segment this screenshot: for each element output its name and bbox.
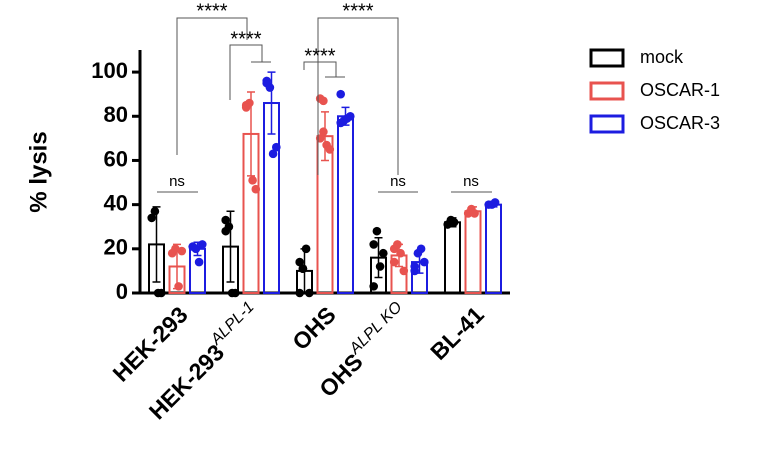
data-point bbox=[268, 149, 278, 159]
x-tick-label: OHS bbox=[287, 301, 341, 355]
error-bar bbox=[374, 237, 383, 279]
legend-label: OSCAR-1 bbox=[640, 80, 720, 100]
data-point bbox=[410, 266, 420, 276]
y-tick-label: 60 bbox=[104, 146, 128, 171]
data-point bbox=[319, 96, 328, 106]
data-point bbox=[298, 264, 308, 274]
significance-bracket bbox=[317, 17, 399, 175]
data-point bbox=[198, 240, 207, 249]
data-point bbox=[336, 118, 346, 128]
significance-label: ns bbox=[390, 173, 406, 190]
data-point bbox=[177, 246, 187, 256]
significance-bracket bbox=[303, 61, 345, 78]
bar bbox=[464, 210, 482, 295]
significance-bracket bbox=[176, 17, 248, 155]
legend-swatch bbox=[589, 48, 625, 68]
data-point bbox=[319, 127, 328, 137]
data-point bbox=[399, 266, 409, 276]
y-tick-label: 80 bbox=[104, 102, 128, 127]
data-point bbox=[393, 240, 402, 249]
data-point bbox=[420, 257, 429, 267]
x-tick-label: BL-41 bbox=[425, 301, 489, 365]
significance-label: ns bbox=[169, 173, 185, 190]
data-point bbox=[174, 282, 183, 291]
significance-label: **** bbox=[196, 0, 227, 22]
bar bbox=[485, 203, 502, 295]
error-bar bbox=[321, 111, 329, 162]
data-point bbox=[346, 111, 355, 121]
data-point bbox=[248, 176, 257, 185]
y-tick-label: 20 bbox=[104, 235, 128, 260]
data-point bbox=[490, 198, 500, 207]
data-point bbox=[389, 257, 399, 267]
data-point bbox=[379, 248, 388, 258]
y-tick-label: 100 bbox=[91, 58, 128, 83]
significance-label: ns bbox=[463, 173, 479, 190]
data-point bbox=[221, 226, 230, 236]
category-name: OHS bbox=[287, 301, 341, 355]
data-point bbox=[272, 142, 281, 152]
legend-swatch bbox=[589, 114, 625, 134]
significance-bracket bbox=[229, 44, 271, 100]
data-point bbox=[372, 226, 382, 236]
data-point bbox=[396, 248, 405, 258]
data-point bbox=[157, 288, 166, 298]
category-superscript: ALPL-1 bbox=[207, 299, 257, 349]
bar bbox=[444, 221, 461, 295]
data-point bbox=[262, 76, 272, 86]
data-point bbox=[241, 103, 251, 112]
error-bar bbox=[152, 206, 161, 283]
legend-label: OSCAR-3 bbox=[640, 113, 720, 133]
data-point bbox=[295, 257, 305, 267]
category-superscript: ALPL KO bbox=[346, 299, 406, 359]
data-point bbox=[147, 213, 156, 223]
data-point bbox=[375, 262, 385, 271]
data-point bbox=[336, 89, 346, 99]
y-axis-title: % lysis bbox=[25, 131, 52, 212]
data-point bbox=[150, 206, 160, 216]
data-point bbox=[231, 288, 240, 298]
legend-label: mock bbox=[640, 47, 684, 67]
data-point bbox=[416, 244, 426, 254]
data-point bbox=[295, 288, 305, 298]
category-name: BL-41 bbox=[425, 301, 489, 365]
significance-label: **** bbox=[304, 45, 335, 67]
data-point bbox=[265, 83, 275, 92]
data-point bbox=[221, 215, 230, 225]
data-point bbox=[251, 184, 261, 194]
significance-label: **** bbox=[230, 28, 261, 50]
data-point bbox=[305, 288, 314, 298]
data-point bbox=[301, 244, 311, 254]
data-point bbox=[470, 209, 479, 218]
y-tick-label: 40 bbox=[104, 190, 128, 215]
significance-label: **** bbox=[342, 0, 373, 22]
data-point bbox=[369, 282, 379, 291]
data-point bbox=[191, 244, 201, 254]
data-point bbox=[194, 257, 204, 267]
y-tick-label: 0 bbox=[116, 279, 128, 304]
data-point bbox=[325, 145, 335, 154]
legend-swatch bbox=[589, 81, 625, 101]
data-point bbox=[449, 218, 459, 227]
error-bar bbox=[267, 71, 276, 135]
bar bbox=[337, 115, 354, 295]
data-point bbox=[369, 240, 379, 249]
